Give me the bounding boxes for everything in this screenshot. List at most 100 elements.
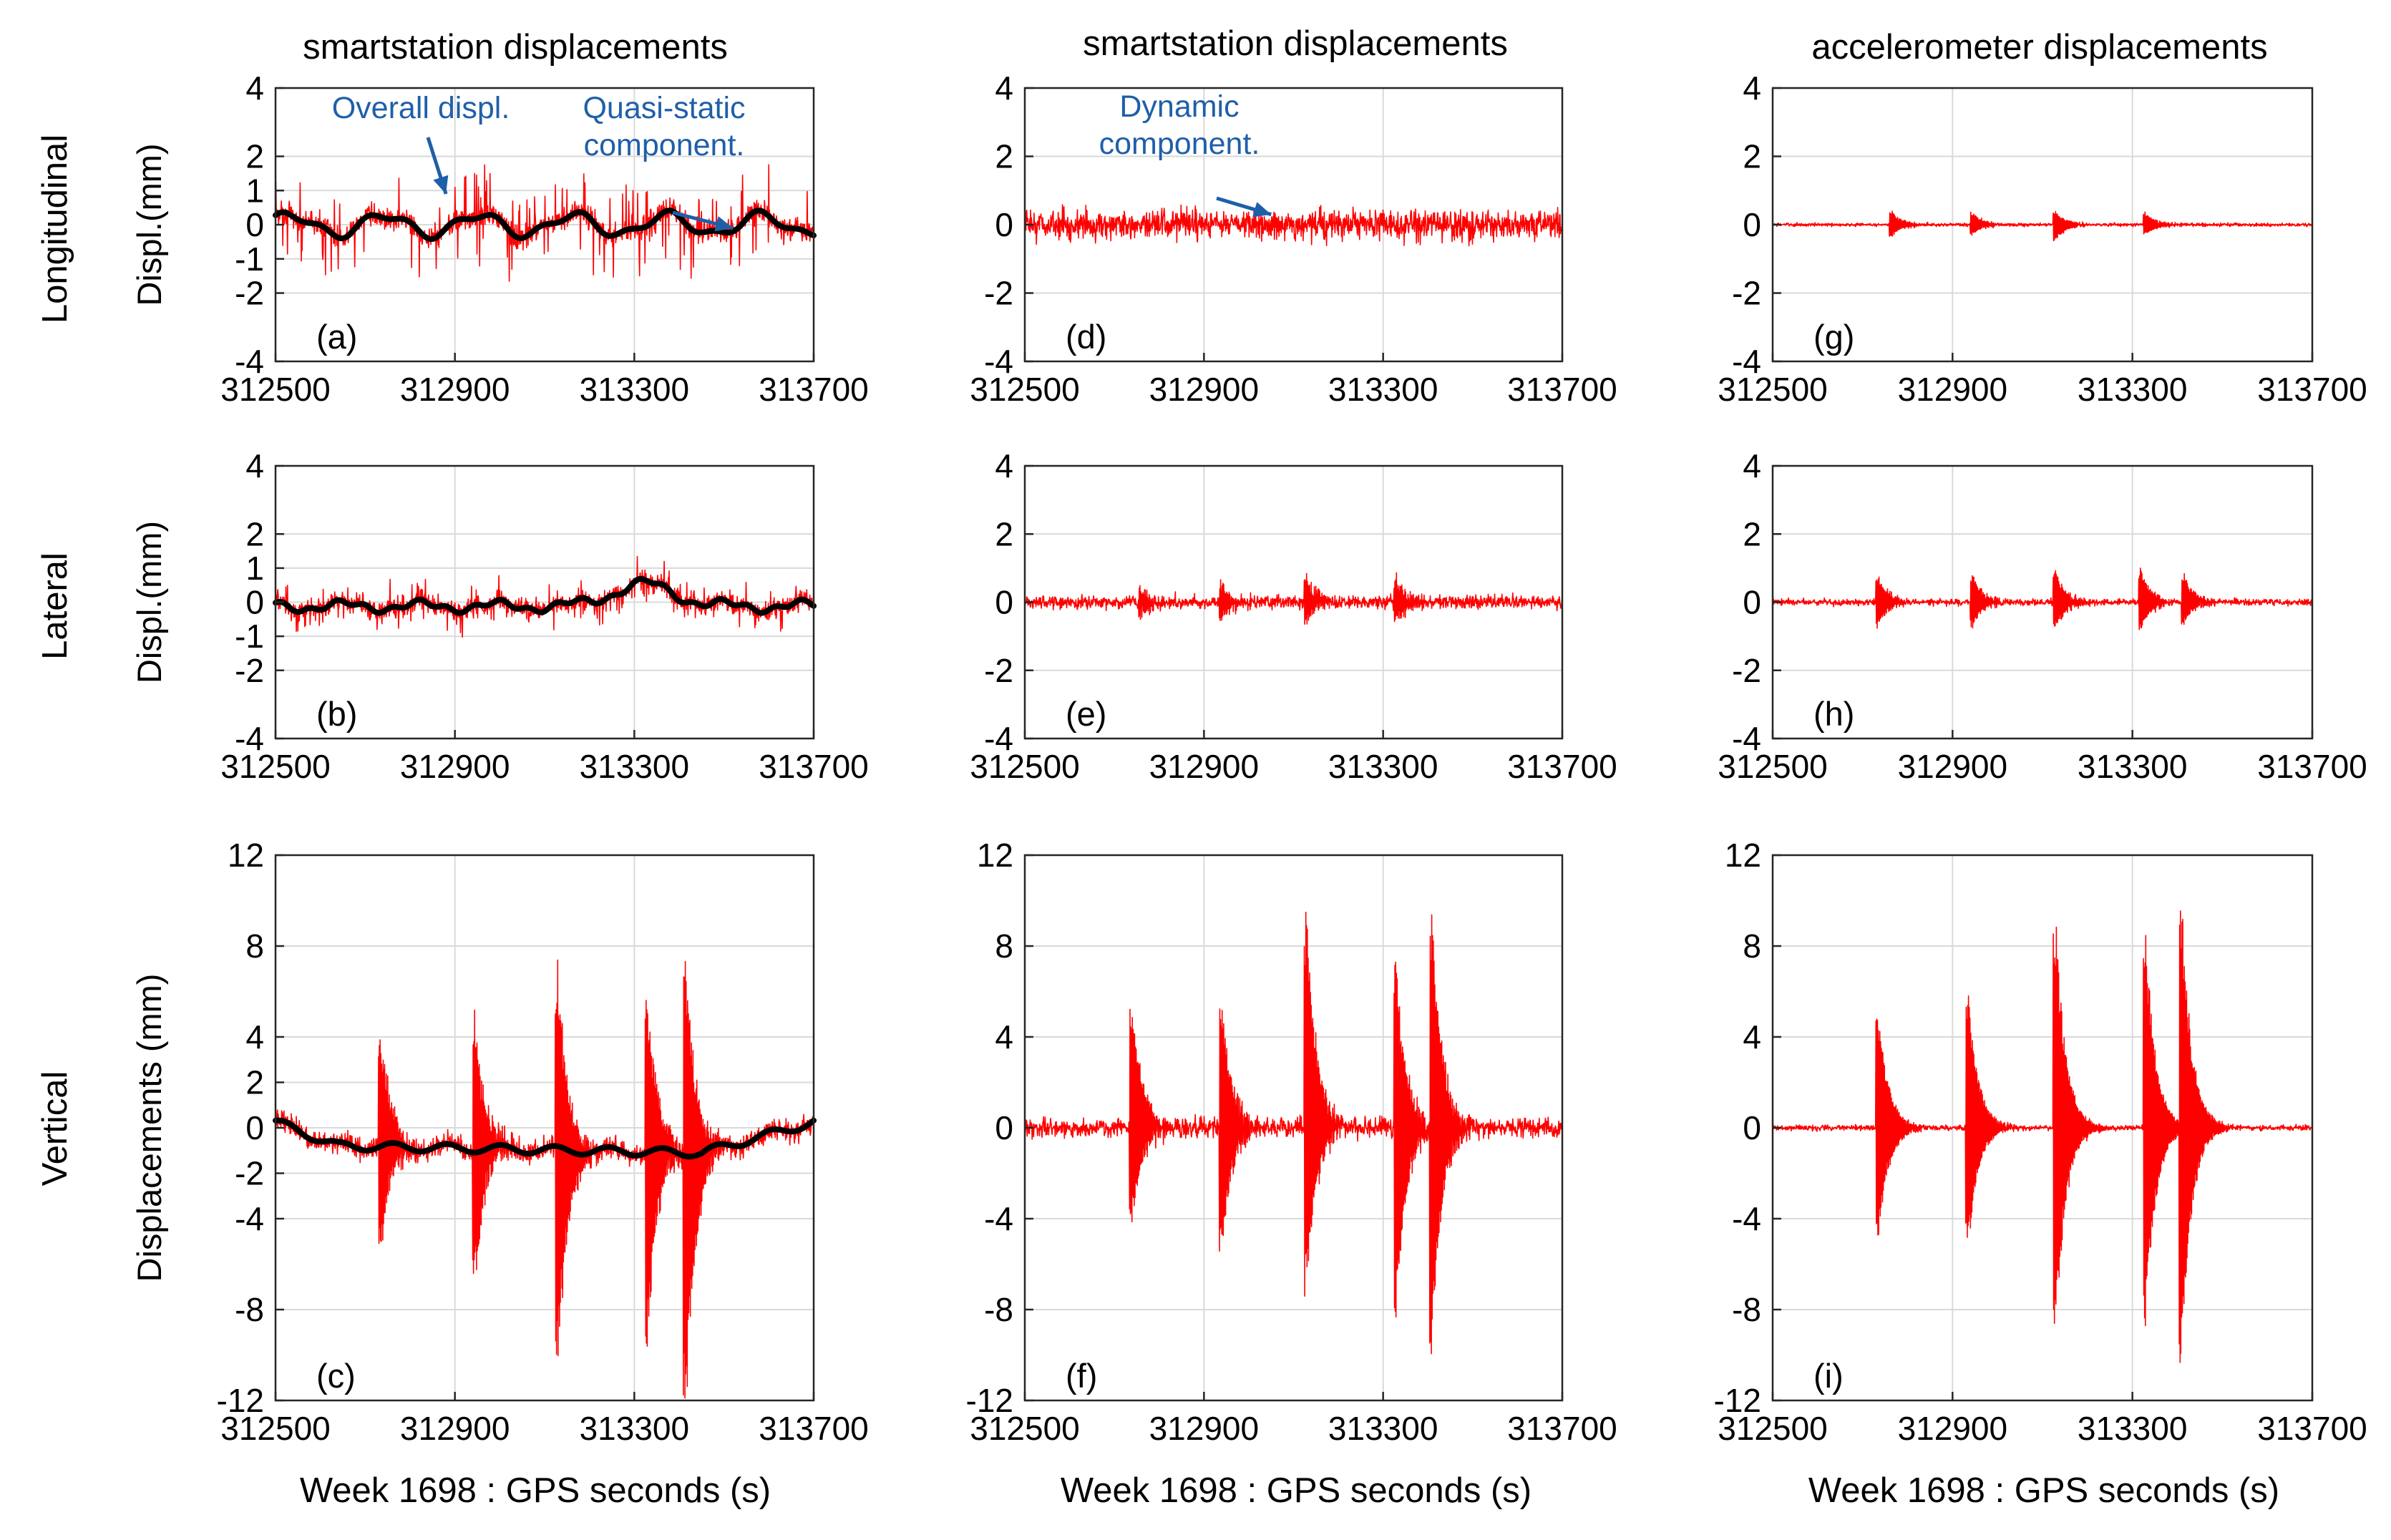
x-tick-label: 313300 <box>580 748 690 785</box>
x-tick-label: 312900 <box>1149 1410 1260 1447</box>
y-tick-label: 0 <box>1743 1109 1761 1146</box>
y-tick-label: -4 <box>235 1200 264 1237</box>
y-tick-label: -4 <box>1732 343 1761 380</box>
panels: 312500 312900 313300 313700-4-2-10124Displ.… <box>130 69 2367 1447</box>
y-tick-label: 0 <box>1743 584 1761 621</box>
y-tick-label: 2 <box>995 138 1013 175</box>
panel-label: (i) <box>1813 1357 1844 1395</box>
panel-c: 312500 312900 313300 313700 -12 -8 -4 -2 0 2 4 8 12 D… <box>130 837 869 1447</box>
series-displacement-line <box>1772 210 2313 242</box>
series-displacement-line <box>275 959 814 1399</box>
x-axis-label-3: Week 1698 : GPS seconds (s) <box>1808 1471 2279 1510</box>
panel-e: 312500 312900 313300 313700 -4 -2 0 2 4 (e) <box>970 447 1617 785</box>
y-tick-label: 2 <box>245 515 264 552</box>
y-tick-label: 1 <box>245 172 264 209</box>
y-tick-label: 4 <box>245 69 264 107</box>
x-tick-label: 312500 <box>220 748 331 785</box>
panel-label: (b) <box>316 695 357 733</box>
y-tick-label: -2 <box>1732 652 1761 689</box>
annotation: Overall displ. <box>332 91 510 195</box>
series-quasi-static-line <box>273 575 817 616</box>
annotation-text: component. <box>584 128 745 162</box>
y-tick-label: 4 <box>995 69 1013 107</box>
y-tick-label: 12 <box>1725 837 1761 874</box>
y-tick-label: -4 <box>984 343 1013 380</box>
panel-label: (f) <box>1066 1357 1097 1395</box>
x-tick-label: 313300 <box>580 371 690 408</box>
x-tick-label: 313700 <box>1507 371 1617 408</box>
y-tick-label: -12 <box>1714 1382 1761 1419</box>
x-tick-label: 312500 <box>970 748 1080 785</box>
x-tick-label: 313700 <box>1507 748 1617 785</box>
y-tick-label: -2 <box>984 275 1013 312</box>
x-tick-label: 312900 <box>1898 748 2008 785</box>
row-label-vertical: Vertical <box>36 1071 74 1186</box>
y-tick-label: -1 <box>235 618 264 655</box>
y-tick-label: 0 <box>995 206 1013 243</box>
series-displacement-line <box>1024 204 1563 247</box>
y-tick-label: 4 <box>995 447 1013 484</box>
series-displacement-line <box>1772 567 2313 630</box>
panel-h: 312500 312900 313300 313700 -4 -2 0 2 4 (h) <box>1718 447 2367 785</box>
x-axis-label-1: Week 1698 : GPS seconds (s) <box>300 1471 771 1510</box>
y-tick-label: 4 <box>995 1018 1013 1056</box>
y-tick-label: 2 <box>245 1064 264 1101</box>
x-tick-label: 313300 <box>1328 1410 1438 1447</box>
y-tick-label: -1 <box>235 240 264 278</box>
y-tick-label: 1 <box>245 550 264 587</box>
x-tick-label: 312900 <box>1149 371 1260 408</box>
x-tick-label: 313300 <box>580 1410 690 1447</box>
x-tick-label: 313700 <box>759 748 869 785</box>
x-tick-label: 313700 <box>1507 1410 1617 1447</box>
annotation-arrowhead <box>433 175 449 194</box>
column-title-2: smartstation displacements <box>1083 24 1508 63</box>
series-displacement-line <box>1024 572 1563 625</box>
y-tick-label: 4 <box>1743 69 1761 107</box>
y-tick-label: 0 <box>245 206 264 243</box>
y-tick-label: 4 <box>1743 447 1761 484</box>
annotation-text: Quasi-static <box>583 91 745 125</box>
x-tick-label: 312500 <box>220 371 331 408</box>
y-tick-label: -2 <box>1732 275 1761 312</box>
panel-label: (g) <box>1813 318 1854 356</box>
series-quasi-static-line <box>273 1117 817 1160</box>
y-tick-label: -4 <box>1732 1200 1761 1237</box>
y-tick-label: -8 <box>984 1291 1013 1328</box>
y-tick-label: -12 <box>966 1382 1013 1419</box>
panel-d: 312500 312900 313300 313700 -4 -2 0 2 4 (d) Dynami… <box>970 69 1617 408</box>
panel-label: (c) <box>316 1357 356 1395</box>
row-label-lateral: Lateral <box>36 552 74 660</box>
series-quasi-static-line <box>273 208 817 242</box>
x-tick-label: 312500 <box>1718 748 1828 785</box>
x-tick-label: 312900 <box>1149 748 1260 785</box>
y-tick-label: -2 <box>235 275 264 312</box>
x-tick-label: 312500 <box>220 1410 331 1447</box>
y-tick-label: 0 <box>1743 206 1761 243</box>
y-tick-label: -4 <box>235 343 264 380</box>
x-tick-label: 313300 <box>1328 748 1438 785</box>
y-tick-label: -4 <box>235 720 264 757</box>
y-tick-label: -2 <box>235 652 264 689</box>
y-tick-label: 8 <box>1743 927 1761 965</box>
x-tick-label: 313700 <box>759 371 869 408</box>
y-tick-label: 4 <box>245 1018 264 1056</box>
x-tick-label: 312900 <box>400 371 510 408</box>
x-tick-label: 313700 <box>2257 1410 2367 1447</box>
y-tick-label: -4 <box>984 720 1013 757</box>
x-tick-label: 312900 <box>1898 1410 2008 1447</box>
column-title-1: smartstation displacements <box>303 28 728 67</box>
series-displacement-line <box>1024 912 1563 1355</box>
y-tick-label: -12 <box>217 1382 264 1419</box>
y-axis-label: Displacements (mm) <box>130 974 168 1282</box>
panel-g: 312500 312900 313300 313700 -4 -2 0 2 4 (g) <box>1718 69 2367 408</box>
x-tick-label: 312900 <box>400 1410 510 1447</box>
y-tick-label: 2 <box>245 138 264 175</box>
y-tick-label: -4 <box>984 1200 1013 1237</box>
y-tick-label: 2 <box>1743 515 1761 552</box>
y-tick-label: -2 <box>235 1155 264 1192</box>
x-tick-label: 313300 <box>1328 371 1438 408</box>
